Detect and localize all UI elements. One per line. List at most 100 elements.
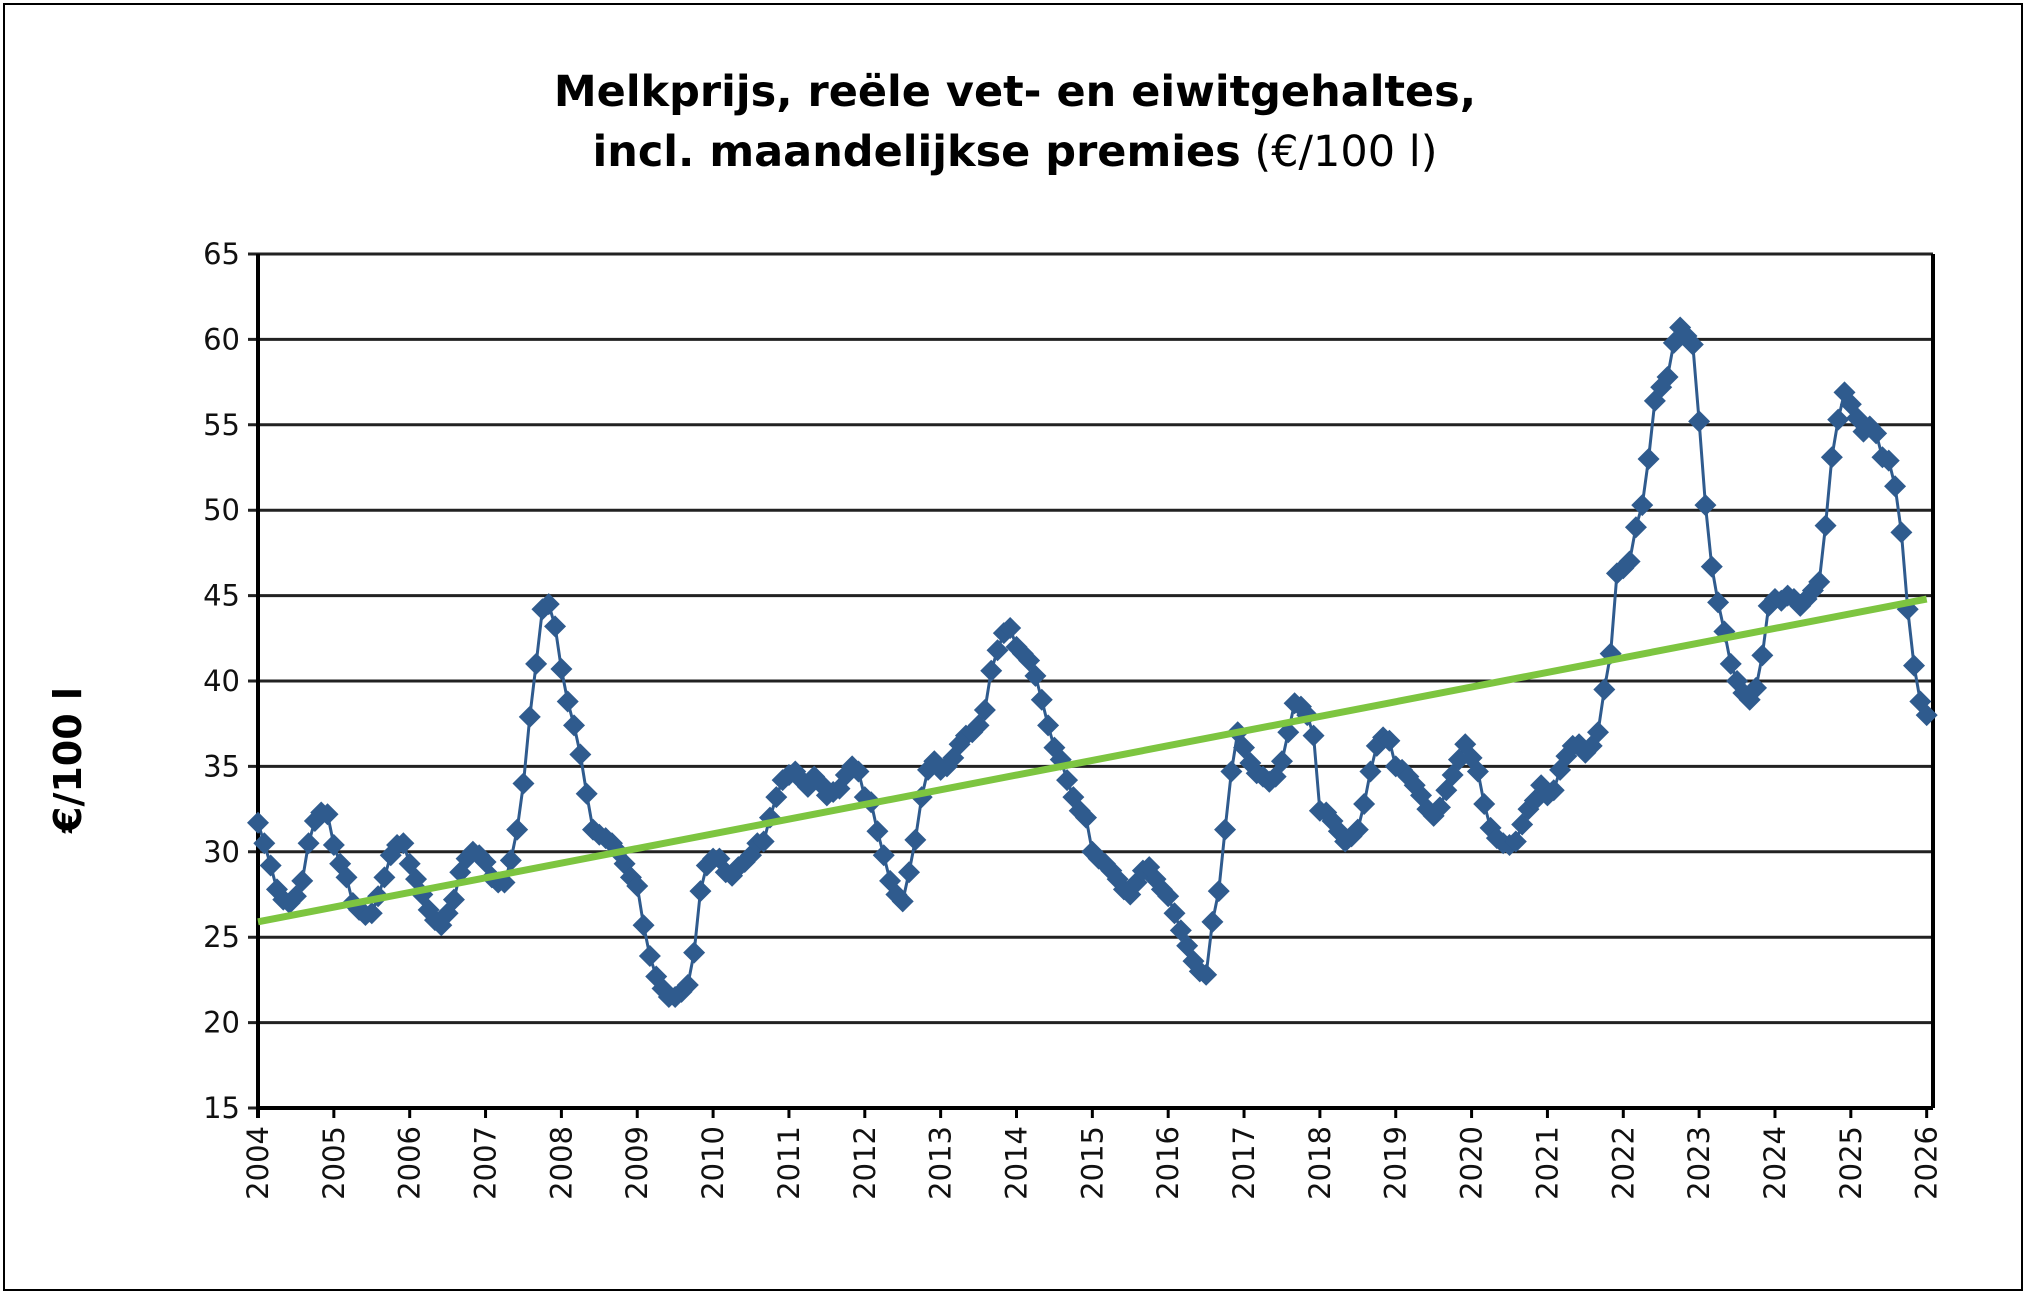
title-line-1: Melkprijs, reële vet- en eiwitgehaltes, bbox=[553, 67, 1477, 117]
data-point bbox=[1030, 688, 1053, 711]
data-point bbox=[556, 690, 579, 713]
data-point bbox=[291, 869, 314, 892]
data-point bbox=[1637, 447, 1660, 470]
x-tick-label: 2025 bbox=[1834, 1126, 1868, 1200]
data-point bbox=[322, 833, 345, 856]
x-tick-label: 2017 bbox=[1227, 1126, 1261, 1200]
y-tick-label: 50 bbox=[203, 493, 240, 527]
y-tick-label: 35 bbox=[203, 749, 240, 783]
data-point bbox=[999, 617, 1022, 640]
y-tick-label: 40 bbox=[203, 664, 240, 698]
data-point bbox=[752, 830, 775, 853]
data-point bbox=[1593, 678, 1616, 701]
x-tick-label: 2021 bbox=[1530, 1126, 1564, 1200]
data-point bbox=[904, 828, 927, 851]
x-tick-label: 2011 bbox=[772, 1126, 806, 1200]
y-tick-label: 60 bbox=[203, 322, 240, 356]
data-point bbox=[866, 820, 889, 843]
data-point bbox=[1827, 408, 1850, 431]
data-point bbox=[1694, 494, 1717, 517]
data-point bbox=[689, 880, 712, 903]
data-point bbox=[1631, 494, 1654, 517]
data-point bbox=[1346, 818, 1369, 841]
data-point bbox=[1890, 521, 1913, 544]
x-tick-label: 2026 bbox=[1910, 1126, 1944, 1200]
data-point bbox=[980, 659, 1003, 682]
data-point bbox=[683, 941, 706, 964]
data-point bbox=[373, 866, 396, 889]
data-point bbox=[253, 832, 276, 855]
data-point bbox=[676, 974, 699, 997]
data-point bbox=[1587, 721, 1609, 744]
data-point bbox=[247, 811, 269, 834]
chart-title: Melkprijs, reële vet- en eiwitgehaltes, … bbox=[0, 62, 2030, 182]
data-point bbox=[512, 772, 535, 795]
data-point bbox=[765, 786, 788, 809]
data-point bbox=[1037, 714, 1060, 737]
data-point bbox=[392, 832, 415, 855]
data-point bbox=[1624, 516, 1647, 539]
data-point bbox=[1220, 760, 1243, 783]
data-point bbox=[1163, 902, 1186, 925]
x-tick-label: 2020 bbox=[1455, 1126, 1489, 1200]
data-point bbox=[1157, 885, 1180, 908]
data-point bbox=[1745, 676, 1768, 699]
x-tick-label: 2006 bbox=[393, 1126, 427, 1200]
data-point bbox=[1504, 830, 1527, 853]
x-tick-label: 2009 bbox=[620, 1126, 654, 1200]
x-tick-label: 2015 bbox=[1075, 1126, 1109, 1200]
data-point bbox=[1808, 570, 1831, 593]
x-tick-label: 2023 bbox=[1682, 1126, 1716, 1200]
data-point bbox=[1302, 724, 1325, 747]
x-tick-label: 2019 bbox=[1379, 1126, 1413, 1200]
data-point bbox=[1707, 591, 1730, 614]
data-point bbox=[1542, 779, 1565, 802]
data-point bbox=[537, 593, 560, 616]
data-point bbox=[973, 699, 996, 722]
data-point bbox=[506, 818, 529, 841]
data-point bbox=[259, 854, 282, 877]
y-tick-label: 65 bbox=[203, 237, 240, 271]
data-point bbox=[1466, 760, 1489, 783]
trend-line bbox=[257, 595, 1928, 926]
x-tick-label: 2008 bbox=[544, 1126, 578, 1200]
data-point bbox=[632, 914, 655, 937]
x-tick-label: 2024 bbox=[1758, 1126, 1792, 1200]
data-point bbox=[1618, 550, 1641, 573]
data-point bbox=[1688, 410, 1711, 433]
x-tick-label: 2004 bbox=[241, 1126, 275, 1200]
x-tick-label: 2018 bbox=[1303, 1126, 1337, 1200]
data-point bbox=[575, 782, 598, 805]
data-point bbox=[891, 890, 914, 913]
y-tick-label: 45 bbox=[203, 579, 240, 613]
title-unit: (€/100 l) bbox=[1254, 127, 1438, 177]
data-point bbox=[1075, 806, 1098, 829]
data-point bbox=[335, 866, 358, 889]
chart-frame bbox=[3, 3, 2023, 1291]
data-point bbox=[360, 902, 383, 925]
data-point bbox=[525, 652, 548, 675]
data-point bbox=[550, 658, 573, 681]
data-point bbox=[1865, 422, 1888, 445]
data-point bbox=[1877, 449, 1900, 472]
data-point bbox=[1915, 704, 1938, 727]
data-point bbox=[1378, 729, 1401, 752]
y-tick-label: 55 bbox=[203, 408, 240, 442]
x-tick-label: 2016 bbox=[1151, 1126, 1185, 1200]
data-point bbox=[1005, 635, 1028, 658]
data-point bbox=[986, 639, 1009, 662]
data-point bbox=[1207, 880, 1230, 903]
data-point bbox=[569, 743, 592, 766]
x-tick-label: 2012 bbox=[848, 1126, 882, 1200]
data-point bbox=[518, 705, 541, 728]
data-point bbox=[442, 888, 465, 911]
data-point bbox=[1814, 514, 1837, 537]
data-point bbox=[1359, 760, 1382, 783]
data-point bbox=[316, 803, 339, 826]
data-point bbox=[1473, 792, 1496, 815]
data-point bbox=[1820, 446, 1843, 469]
data-point bbox=[1056, 769, 1079, 792]
data-point bbox=[1214, 818, 1237, 841]
data-point bbox=[1270, 750, 1293, 773]
data-point bbox=[1656, 365, 1679, 388]
